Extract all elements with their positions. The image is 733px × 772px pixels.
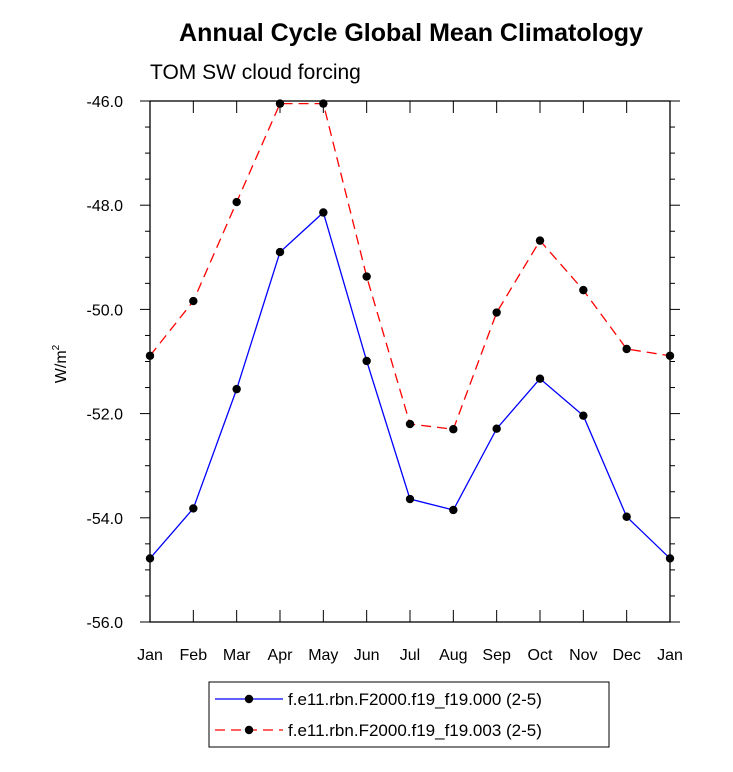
series-1-point xyxy=(319,208,328,217)
y-tick-label: -50.0 xyxy=(87,302,124,319)
x-tick-label: Dec xyxy=(612,647,640,664)
series-2-point xyxy=(232,197,241,207)
series-2-point xyxy=(535,236,545,245)
series-1-point xyxy=(449,505,458,515)
x-tick-label: Mar xyxy=(223,647,251,664)
y-tick-label: -52.0 xyxy=(87,407,124,424)
series-1-point xyxy=(622,512,631,521)
series-2-point xyxy=(622,344,631,354)
series-line-1 xyxy=(149,211,671,559)
series-1-point xyxy=(275,247,285,257)
x-tick-label: Jul xyxy=(400,647,420,664)
series-2-point xyxy=(449,425,458,434)
y-tick-label: -48.0 xyxy=(87,198,124,215)
axis-tick-labels: Jan Feb Mar Apr May Jun Jul Aug Sep Oct Nov Dec Jan-… xyxy=(87,94,683,664)
chart-title: Annual Cycle Global Mean Climatology xyxy=(179,19,643,47)
legend-marker-series-1 xyxy=(244,694,254,704)
series-1-point xyxy=(189,504,198,513)
series-1-point xyxy=(362,356,371,366)
legend-box xyxy=(208,681,610,748)
y-tick-label: -56.0 xyxy=(87,615,124,632)
x-tick-label: Oct xyxy=(528,647,553,664)
x-tick-label: May xyxy=(308,647,338,664)
x-tick-label: Aug xyxy=(439,647,467,664)
x-tick-label: Jan xyxy=(137,647,163,664)
legend-label-series-1: f.e11.rbn.F2000.f19_f19.000 (2-5) xyxy=(288,690,542,709)
series-1-point xyxy=(492,424,501,433)
y-tick-label: -54.0 xyxy=(87,511,124,528)
y-axis-label: W/m2 xyxy=(51,344,70,383)
x-tick-label: Jan xyxy=(657,647,683,664)
legend-label-series-2: f.e11.rbn.F2000.f19_f19.003 (2-5) xyxy=(288,721,542,740)
x-tick-label: Jun xyxy=(354,647,380,664)
legend-marker-series-2 xyxy=(244,725,254,735)
x-tick-label: Feb xyxy=(180,647,208,664)
series-layer xyxy=(145,99,675,563)
series-1-point xyxy=(405,494,415,504)
y-axis-label-superscript: 2 xyxy=(51,344,62,350)
x-tick-label: Sep xyxy=(482,647,511,664)
plot-frame xyxy=(149,100,671,623)
x-tick-label: Apr xyxy=(268,647,294,664)
series-2-point xyxy=(405,419,415,429)
series-1-point xyxy=(232,384,241,394)
svg-text:W/m2: W/m2 xyxy=(51,344,70,383)
series-1-point xyxy=(579,411,588,420)
series-2-point xyxy=(362,272,371,281)
series-line-2 xyxy=(149,102,671,430)
y-tick-label: -46.0 xyxy=(87,94,124,111)
series-2-point xyxy=(492,308,501,317)
series-2-point xyxy=(189,296,198,306)
x-tick-label: Nov xyxy=(569,647,597,664)
series-2-point xyxy=(579,285,588,295)
axis-ticks xyxy=(140,100,680,623)
chart-subtitle: TOM SW cloud forcing xyxy=(150,61,361,84)
y-axis-label-text: W/m xyxy=(53,350,70,383)
legend: f.e11.rbn.F2000.f19_f19.000 (2-5) f.e11.… xyxy=(208,681,610,748)
series-1-point xyxy=(535,374,545,383)
